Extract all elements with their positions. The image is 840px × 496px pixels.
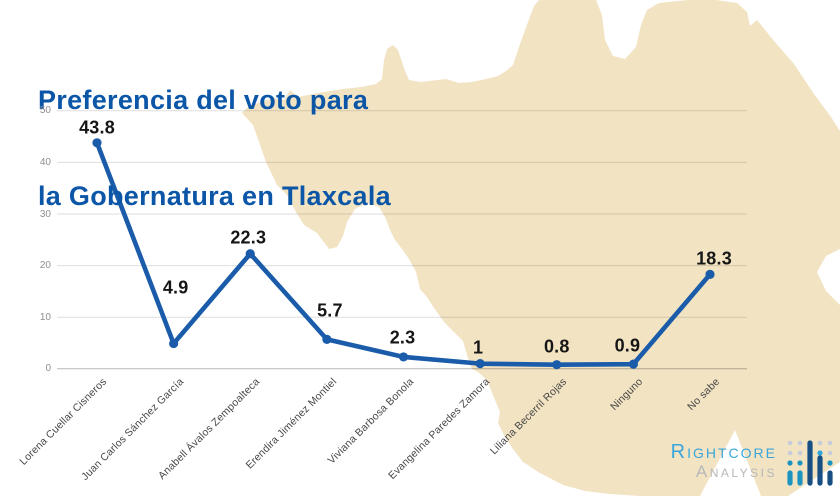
data-point-label: 22.3 (230, 227, 267, 248)
y-tick-label: 40 (39, 156, 51, 168)
dot-matrix-chart-icon (787, 440, 833, 486)
chart-title-line2: la Gobernatura en Tlaxcala (38, 181, 391, 211)
chart-title: Preferencia del voto para la Gobernatura… (38, 20, 391, 276)
tlaxcala-map-silhouette (242, 0, 840, 496)
y-tick-label: 0 (45, 363, 51, 375)
chart-title-line1: Preferencia del voto para (38, 85, 369, 115)
data-point-label: 4.9 (162, 277, 189, 298)
data-point-marker (169, 338, 179, 349)
data-point-marker (245, 249, 255, 259)
logo-brand-text: Rightcore (670, 441, 777, 463)
y-tick-label: 10 (39, 311, 51, 323)
rightcore-logo: Rightcore Analysis (671, 442, 777, 480)
data-point-label: 0.8 (543, 336, 570, 357)
data-point-label: 0.9 (614, 335, 641, 356)
data-point-marker (475, 359, 485, 369)
data-point-marker (705, 269, 715, 279)
data-point-marker (398, 352, 409, 362)
gridlines (57, 110, 747, 370)
y-tick-label: 30 (39, 208, 51, 220)
data-point-label: 43.8 (79, 117, 115, 138)
data-point-label: 1 (473, 337, 484, 358)
logo-sub-text: Analysis (695, 462, 777, 481)
line-series (92, 138, 715, 370)
data-point-marker (92, 138, 102, 148)
y-tick-label: 20 (39, 260, 51, 272)
data-point-marker (322, 334, 332, 344)
data-point-label: 2.3 (389, 327, 416, 348)
y-tick-label: 50 (39, 105, 51, 117)
data-point-label: 5.7 (317, 300, 343, 321)
data-point-marker (628, 359, 638, 369)
data-point-label: 18.3 (696, 248, 732, 269)
data-point-marker (552, 360, 562, 370)
